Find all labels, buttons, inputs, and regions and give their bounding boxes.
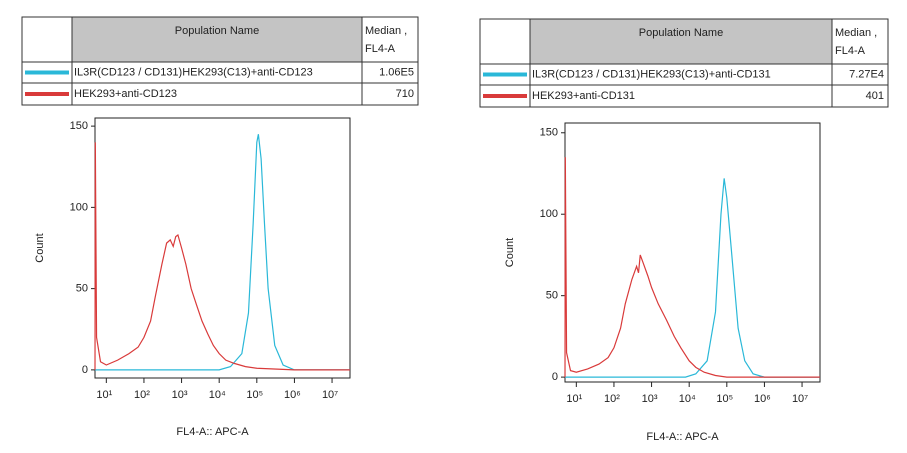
table-header: Median ,	[365, 25, 407, 37]
histogram-line	[565, 178, 820, 378]
x-axis-label: FL4-A:: APC-A	[646, 431, 719, 443]
x-tick-label: 10²	[134, 389, 150, 401]
table-header: FL4-A	[835, 45, 866, 57]
x-tick-label: 10⁷	[792, 393, 808, 405]
x-tick-label: 10³	[642, 393, 658, 405]
plot-frame	[94, 117, 351, 379]
table-header-cell	[529, 18, 833, 65]
table-header: FL4-A	[365, 43, 396, 55]
y-tick-label: 50	[546, 290, 558, 302]
median-label: 7.27E4	[849, 68, 884, 80]
y-tick-label: 100	[540, 208, 558, 220]
table-header: Population Name	[639, 27, 723, 39]
x-tick-label: 10³	[172, 389, 188, 401]
median-label: 401	[866, 90, 884, 102]
y-tick-label: 150	[70, 120, 88, 132]
table-border	[21, 16, 419, 106]
y-axis-label: Count	[504, 238, 516, 267]
y-tick-label: 50	[76, 283, 88, 295]
table-header: Population Name	[175, 25, 259, 37]
x-tick-label: 10²	[604, 393, 620, 405]
table-header: Median ,	[835, 27, 877, 39]
x-tick-label: 10⁵	[246, 389, 263, 401]
median-label: 1.06E5	[379, 66, 414, 78]
legend-label: IL3R(CD123 / CD131)HEK293(C13)+anti-CD13…	[532, 68, 771, 80]
x-tick-label: 10⁶	[284, 389, 301, 401]
y-axis-label: Count	[34, 233, 46, 262]
plot-frame	[564, 122, 821, 383]
y-tick-label: 100	[70, 201, 88, 213]
y-tick-label: 150	[540, 127, 558, 139]
x-tick-label: 10⁶	[754, 393, 771, 405]
legend-label: HEK293+anti-CD131	[532, 90, 635, 102]
x-tick-label: 10⁴	[679, 393, 696, 405]
table-border	[479, 18, 889, 108]
histogram-line	[94, 142, 350, 371]
table-header-cell	[71, 16, 363, 63]
x-tick-label: 10¹	[96, 389, 112, 401]
y-tick-label: 0	[82, 364, 88, 376]
legend-label: IL3R(CD123 / CD131)HEK293(C13)+anti-CD12…	[74, 66, 313, 78]
x-axis-label: FL4-A:: APC-A	[176, 426, 249, 438]
histogram-line	[95, 134, 350, 371]
median-label: 710	[396, 88, 414, 100]
x-tick-label: 10¹	[566, 393, 582, 405]
legend-label: HEK293+anti-CD123	[74, 88, 177, 100]
x-tick-label: 10⁷	[322, 389, 338, 401]
histogram-line	[564, 157, 820, 378]
y-tick-label: 0	[552, 371, 558, 383]
x-tick-label: 10⁵	[716, 393, 733, 405]
x-tick-label: 10⁴	[209, 389, 226, 401]
